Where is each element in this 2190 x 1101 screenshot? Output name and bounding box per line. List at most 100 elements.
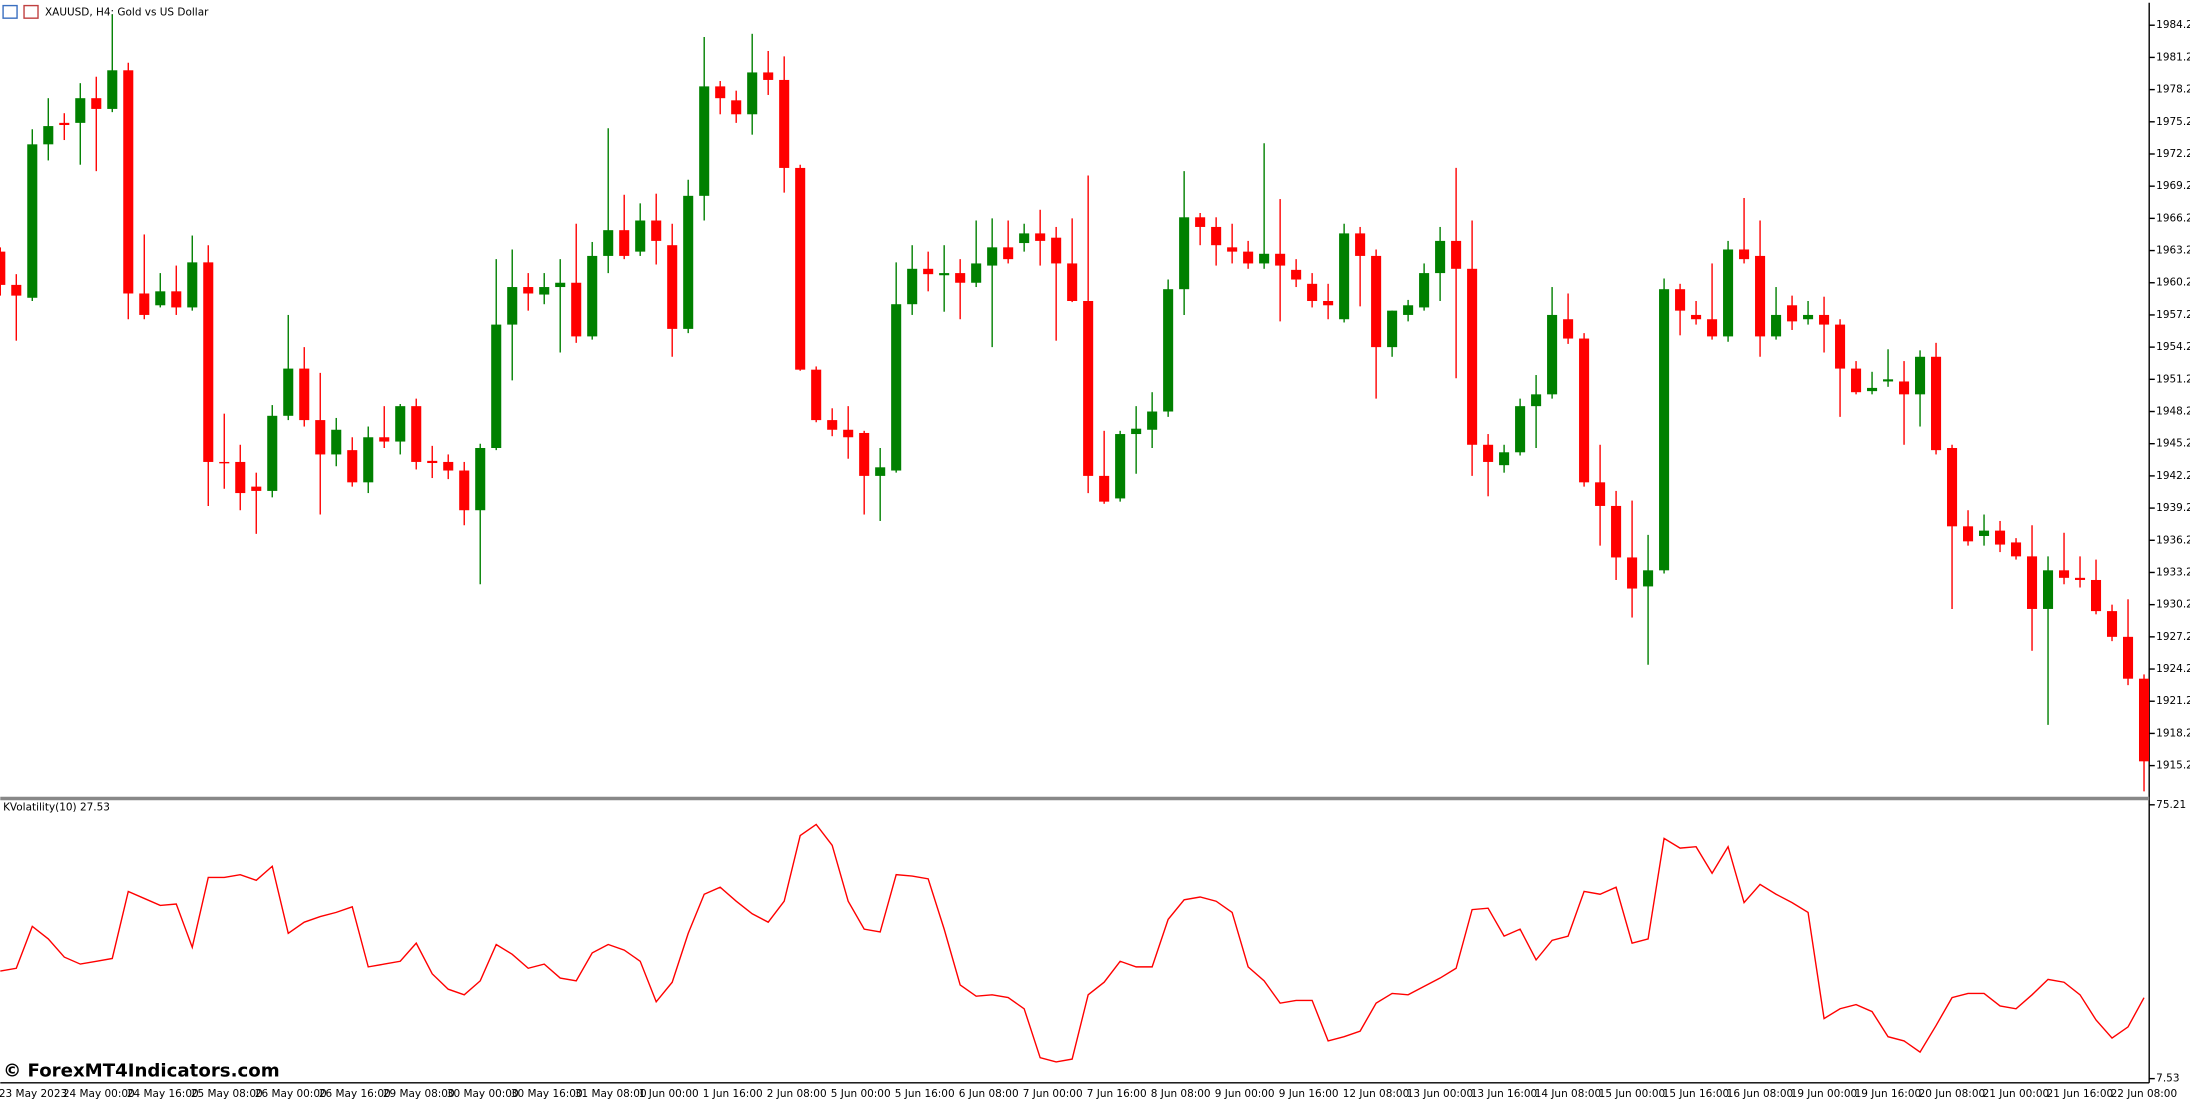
candle-body	[1067, 263, 1078, 301]
x-tick-label: 31 May 08:00	[575, 1088, 647, 1100]
candle-body	[1515, 406, 1526, 453]
x-tick-label: 19 Jun 16:00	[1855, 1088, 1922, 1100]
candle-body	[1419, 273, 1430, 308]
candle-body	[2011, 542, 2022, 557]
candle-body	[1739, 249, 1750, 260]
candle-body	[1499, 452, 1510, 466]
candle-body	[795, 167, 806, 370]
candle-body	[1835, 324, 1846, 369]
candle-body	[155, 291, 166, 306]
candle-body	[235, 461, 246, 494]
candle-body	[1979, 530, 1990, 536]
candle-body	[299, 368, 310, 421]
candle-body	[1659, 289, 1670, 571]
y-tick-label: 1984.20	[2156, 19, 2190, 31]
candle-body	[683, 195, 694, 329]
candle-body	[2122, 636, 2134, 679]
x-tick-label: 21 Jun 16:00	[2047, 1088, 2114, 1100]
x-tick-label: 9 Jun 16:00	[1279, 1088, 1339, 1100]
candle-body	[315, 420, 326, 455]
candle-body	[875, 467, 886, 476]
y-tick-label: 7.53	[2156, 1073, 2179, 1085]
candle-body	[1179, 217, 1190, 290]
candle-body	[1003, 247, 1014, 260]
candle-body	[75, 98, 86, 123]
x-tick-label: 1 Jun 00:00	[639, 1088, 699, 1100]
candle-body	[523, 287, 534, 294]
candle-body	[2043, 570, 2054, 609]
candle-body	[1243, 251, 1254, 264]
candle-body	[363, 437, 374, 483]
y-tick-label: 1966.20	[2156, 212, 2190, 224]
indicator-line	[0, 823, 2145, 1063]
y-tick-label: 1915.20	[2156, 760, 2190, 772]
candle-body	[459, 470, 470, 511]
candle-body	[891, 304, 902, 471]
candle-body	[1355, 233, 1366, 256]
candle-body	[667, 245, 678, 329]
candle-body	[651, 220, 662, 241]
candle-body	[1467, 268, 1478, 445]
candle-body	[1691, 314, 1702, 320]
candle-body	[939, 273, 950, 276]
x-tick-label: 2 Jun 08:00	[767, 1088, 827, 1100]
icon	[23, 4, 39, 19]
candle-body	[331, 429, 342, 455]
candle-body	[1643, 570, 1654, 587]
candle-body	[123, 70, 134, 294]
candle-body	[2075, 577, 2086, 580]
candle-body	[731, 100, 742, 115]
y-tick-label: 1918.20	[2156, 727, 2190, 739]
watermark: © ForexMT4Indicators.com	[3, 1061, 280, 1082]
y-tick-label: 1939.20	[2156, 502, 2190, 514]
candle-body	[539, 287, 550, 295]
candle-body	[907, 268, 918, 305]
candle-body	[1723, 249, 1734, 337]
y-tick-label: 1924.20	[2156, 663, 2190, 675]
candle-body	[1163, 289, 1174, 412]
candle-body	[619, 230, 630, 256]
candle-body	[1115, 434, 1126, 499]
x-tick-label: 25 May 08:00	[191, 1088, 263, 1100]
candle-body	[347, 450, 358, 483]
x-tick-label: 13 Jun 16:00	[1471, 1088, 1538, 1100]
candle-body	[1915, 356, 1926, 395]
candle-body	[203, 262, 214, 462]
candle-body	[443, 461, 454, 471]
candle-body	[715, 86, 726, 99]
x-tick-label: 19 Jun 00:00	[1791, 1088, 1858, 1100]
candle-body	[0, 251, 6, 285]
candle-body	[747, 72, 758, 115]
chart-title: XAUUSD, H4: Gold vs US Dollar	[45, 7, 209, 19]
candle-body	[1883, 379, 1894, 382]
x-tick-label: 15 Jun 16:00	[1663, 1088, 1730, 1100]
candle-body	[1531, 394, 1542, 407]
candle-body	[1947, 447, 1958, 527]
x-tick-label: 30 May 16:00	[511, 1088, 583, 1100]
candle-body	[283, 368, 294, 416]
candle-body	[1083, 300, 1094, 476]
candle-body	[139, 293, 150, 315]
candle-body	[555, 282, 566, 288]
candle-body	[1627, 557, 1638, 589]
candle-body	[587, 255, 598, 337]
candle-body	[1547, 314, 1558, 395]
candle-body	[1563, 319, 1574, 339]
y-tick-label: 1969.20	[2156, 180, 2190, 192]
y-tick-label: 1927.20	[2156, 631, 2190, 643]
candle-body	[1819, 314, 1830, 325]
candle-body	[1931, 356, 1942, 451]
x-tick-label: 5 Jun 16:00	[895, 1088, 955, 1100]
candle-body	[1611, 505, 1622, 558]
y-tick-label: 1921.20	[2156, 695, 2190, 707]
candle-body	[1963, 526, 1974, 542]
candle-body	[1803, 314, 1814, 320]
candle-body	[1387, 310, 1398, 348]
x-tick-label: 24 May 00:00	[63, 1088, 135, 1100]
candle-body	[59, 122, 70, 126]
candle-body	[635, 220, 646, 252]
candle-body	[491, 324, 502, 448]
candle-body	[987, 247, 998, 266]
